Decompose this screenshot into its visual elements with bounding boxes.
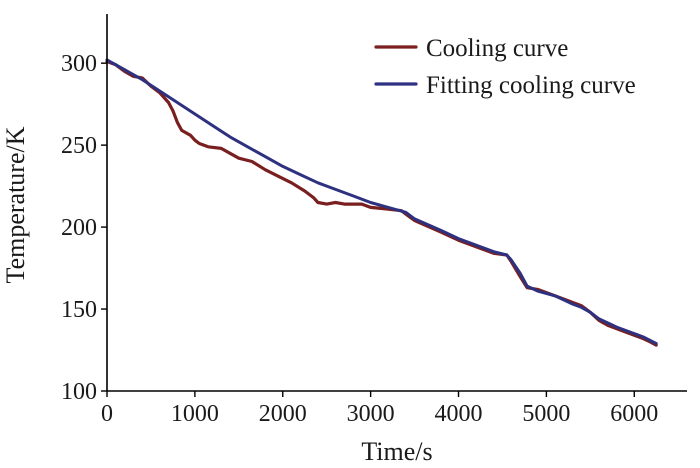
- y-tick-label: 250: [61, 133, 97, 159]
- y-tick-label: 100: [61, 379, 97, 405]
- legend-label: Fitting cooling curve: [426, 72, 636, 99]
- y-ticks-group: 100 150 200 250 300: [61, 51, 107, 405]
- x-tick-label: 1000: [171, 401, 219, 427]
- series-line-fitting: [105, 58, 658, 345]
- x-tick-label: 2000: [259, 401, 307, 427]
- series-line-cooling: [105, 59, 658, 347]
- x-tick-label: 0: [101, 401, 113, 427]
- y-tick-label: 200: [61, 215, 97, 241]
- legend: Cooling curve Fitting cooling curve: [374, 35, 636, 99]
- x-tick-label: 5000: [522, 401, 570, 427]
- y-axis-title: Temperature/K: [1, 126, 30, 283]
- x-axis-title: Time/s: [361, 437, 432, 466]
- legend-label: Cooling curve: [426, 35, 568, 62]
- plot-series-group: [105, 58, 658, 347]
- x-tick-label: 6000: [610, 401, 658, 427]
- y-tick-label: 300: [61, 51, 97, 77]
- x-ticks-group: 0 1000 2000 3000 4000 5000 6000: [101, 391, 658, 427]
- x-tick-label: 4000: [435, 401, 483, 427]
- y-tick-label: 150: [61, 297, 97, 323]
- x-tick-label: 3000: [347, 401, 395, 427]
